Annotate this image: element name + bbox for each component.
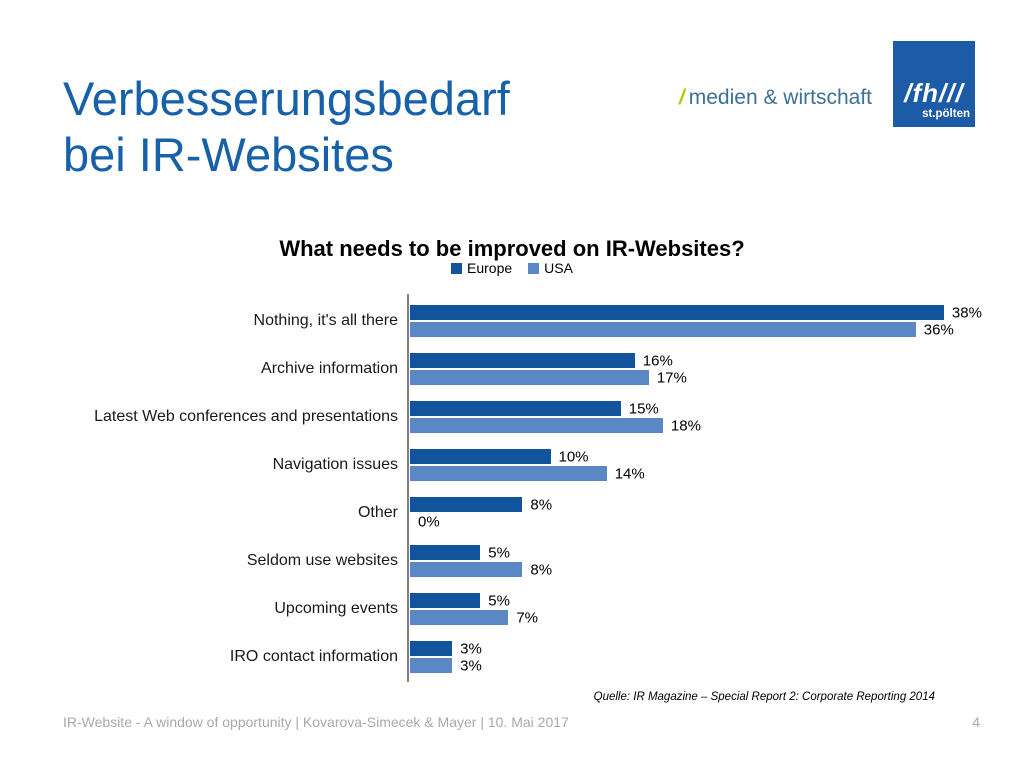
- fh-logo-mark: /fh///: [904, 78, 964, 108]
- value-label: 10%: [558, 448, 589, 465]
- value-label: 36%: [923, 321, 954, 338]
- bar-europe: [410, 401, 621, 416]
- bar-group: 10% 14%: [410, 448, 1010, 483]
- chart-row: Upcoming events 5% 7%: [0, 585, 1024, 633]
- bar-usa: [410, 322, 916, 337]
- source-note: Quelle: IR Magazine – Special Report 2: …: [593, 691, 935, 703]
- slide-title-line1: Verbesserungsbedarf: [63, 72, 510, 126]
- category-label: Archive information: [261, 360, 398, 377]
- bar-usa: [410, 370, 649, 385]
- bar-track-usa: 8%: [410, 561, 1010, 578]
- bar-track-usa: 7%: [410, 609, 1010, 626]
- value-label: 7%: [516, 609, 539, 626]
- chart-title: What needs to be improved on IR-Websites…: [279, 236, 745, 262]
- chart-row: Archive information 16% 17%: [0, 345, 1024, 393]
- bar-group: 16% 17%: [410, 352, 1010, 387]
- category-label: Other: [357, 504, 398, 521]
- bar-europe: [410, 305, 944, 320]
- y-axis-line: [407, 294, 409, 682]
- value-label: 3%: [460, 640, 482, 657]
- category-label: Latest Web conferences and presentations: [94, 408, 398, 425]
- chart-row: Seldom use websites 5% 8%: [0, 537, 1024, 585]
- bar-usa: [410, 466, 607, 481]
- bar-track-europe: 3%: [410, 640, 1010, 657]
- bar-europe: [410, 641, 453, 656]
- legend-swatch-europe: [451, 262, 463, 274]
- value-label: 3%: [460, 657, 482, 674]
- value-label: 8%: [530, 561, 553, 578]
- bar-track-europe: 10%: [410, 448, 1010, 465]
- bar-track-usa: 3%: [410, 657, 1010, 674]
- bar-usa: [410, 418, 663, 433]
- value-label: 15%: [628, 400, 659, 417]
- value-label: 18%: [670, 417, 701, 434]
- bar-track-europe: 5%: [410, 592, 1010, 609]
- chart-row: Other 8% 0%: [0, 489, 1024, 537]
- bar-group: 5% 7%: [410, 592, 1010, 627]
- category-label: Seldom use websites: [246, 552, 398, 569]
- chart-row: IRO contact information 3% 3%: [0, 633, 1024, 681]
- category-label: Nothing, it's all there: [253, 312, 398, 329]
- chart-row: Navigation issues 10% 14%: [0, 441, 1024, 489]
- fh-stpoelten-logo: /fh/// st.pölten: [893, 41, 975, 127]
- bar-group: 15% 18%: [410, 400, 1010, 435]
- bar-chart: Nothing, it's all there 38% 36% Archive inf…: [0, 297, 1024, 681]
- chart-legend: Europe USA: [0, 260, 1024, 276]
- logo-slash-icon: /: [678, 86, 685, 109]
- legend-item-europe: Europe: [451, 260, 512, 276]
- legend-item-usa: USA: [528, 260, 573, 276]
- legend-label-usa: USA: [544, 260, 573, 276]
- fh-logo-city: st.pölten: [922, 108, 970, 120]
- bar-europe: [410, 497, 523, 512]
- value-label: 5%: [488, 592, 510, 609]
- value-label: 14%: [614, 465, 645, 482]
- bar-group: 5% 8%: [410, 544, 1010, 579]
- bar-usa: [410, 610, 509, 625]
- bar-track-usa: 14%: [410, 465, 1010, 482]
- bar-track-europe: 8%: [410, 496, 1010, 513]
- value-label: 0%: [418, 513, 440, 530]
- logo-department: / medien & wirtschaft: [679, 86, 872, 110]
- value-label: 17%: [656, 369, 687, 386]
- bar-group: 38% 36%: [410, 304, 1010, 339]
- bar-usa: [410, 562, 523, 577]
- footer-text: IR-Website - A window of opportunity | K…: [63, 714, 569, 730]
- category-label: IRO contact information: [229, 648, 398, 665]
- slide-title: Verbesserungsbedarf bei IR-Websites: [63, 71, 510, 183]
- bar-europe: [410, 593, 481, 608]
- bar-track-europe: 38%: [410, 304, 1010, 321]
- slide-title-line2: bei IR-Websites: [63, 128, 394, 182]
- value-label: 8%: [530, 496, 553, 513]
- legend-label-europe: Europe: [467, 260, 513, 276]
- bar-usa: [410, 658, 453, 673]
- bar-track-europe: 5%: [410, 544, 1010, 561]
- chart-row: Nothing, it's all there 38% 36%: [0, 297, 1024, 345]
- value-label: 38%: [951, 304, 982, 321]
- value-label: 5%: [488, 544, 510, 561]
- footer: IR-Website - A window of opportunity | K…: [63, 714, 980, 730]
- chart-row: Latest Web conferences and presentations…: [0, 393, 1024, 441]
- bar-track-usa: 0%: [410, 513, 1010, 530]
- bar-europe: [410, 545, 481, 560]
- bar-track-europe: 15%: [410, 400, 1010, 417]
- bar-europe: [410, 353, 635, 368]
- category-label: Upcoming events: [274, 600, 398, 617]
- page-number: 4: [972, 714, 980, 730]
- bar-group: 3% 3%: [410, 640, 1010, 675]
- value-label: 16%: [642, 352, 673, 369]
- category-label: Navigation issues: [272, 456, 398, 473]
- bar-track-europe: 16%: [410, 352, 1010, 369]
- legend-swatch-usa: [528, 262, 540, 274]
- bar-group: 8% 0%: [410, 496, 1010, 531]
- bar-europe: [410, 449, 551, 464]
- bar-track-usa: 36%: [410, 321, 1010, 338]
- bar-track-usa: 17%: [410, 369, 1010, 386]
- logo-department-label: medien & wirtschaft: [688, 86, 872, 109]
- bar-track-usa: 18%: [410, 417, 1010, 434]
